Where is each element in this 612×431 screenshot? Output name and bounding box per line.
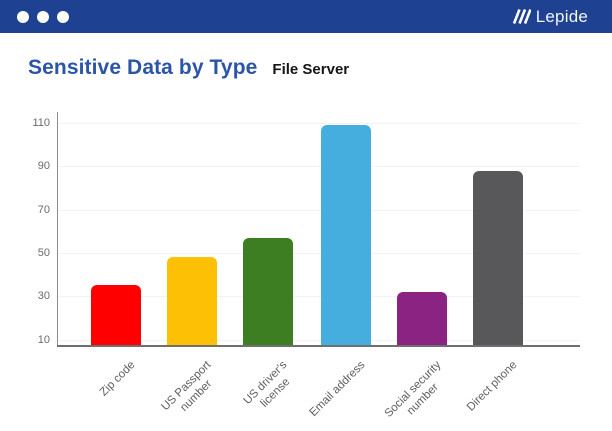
x-label-email-address: Email address	[307, 359, 368, 420]
y-tick-30: 30	[37, 290, 50, 302]
bar-zip-code[interactable]	[91, 285, 141, 345]
window-controls	[17, 10, 69, 23]
brand-name: Lepide	[535, 6, 588, 26]
y-tick-50: 50	[37, 247, 50, 259]
y-tick-10: 10	[37, 334, 50, 346]
x-axis	[57, 345, 580, 347]
window-dot-1[interactable]	[17, 10, 29, 23]
bar-us-passport-number[interactable]	[167, 257, 217, 345]
gridline-70	[58, 210, 580, 211]
page-subtitle: File Server	[272, 61, 350, 78]
window-dot-2[interactable]	[37, 10, 49, 23]
lepide-logo[interactable]: Lepide	[512, 7, 588, 27]
y-axis	[57, 112, 58, 346]
gridline-10	[58, 340, 580, 341]
x-label-social-security-number: Social security number	[382, 359, 444, 420]
y-tick-110: 110	[32, 117, 50, 129]
window-dot-3[interactable]	[57, 10, 69, 23]
bar-email-address[interactable]	[321, 125, 371, 345]
page-title: Sensitive Data by Type	[28, 56, 258, 79]
gridline-110	[58, 123, 580, 124]
gridline-90	[58, 166, 580, 167]
gridline-30	[58, 296, 580, 297]
gridline-50	[58, 253, 580, 254]
y-tick-90: 90	[37, 160, 50, 172]
x-label-us-passport-number: US Passport number	[159, 359, 215, 414]
window-title-bar: Lepide	[0, 0, 612, 33]
y-tick-70: 70	[37, 204, 50, 216]
bar-us-driver-s-license[interactable]	[243, 238, 293, 345]
bar-social-security-number[interactable]	[397, 292, 447, 345]
lepide-stripes-icon	[512, 9, 531, 24]
x-label-direct-phone: Direct phone	[464, 359, 520, 414]
bar-direct-phone[interactable]	[473, 171, 523, 345]
x-label-us-driver-s-license: US driver's license	[241, 359, 292, 410]
x-label-zip-code: Zip code	[97, 359, 138, 399]
chart-title-row: Sensitive Data by Type File Server	[28, 56, 349, 80]
